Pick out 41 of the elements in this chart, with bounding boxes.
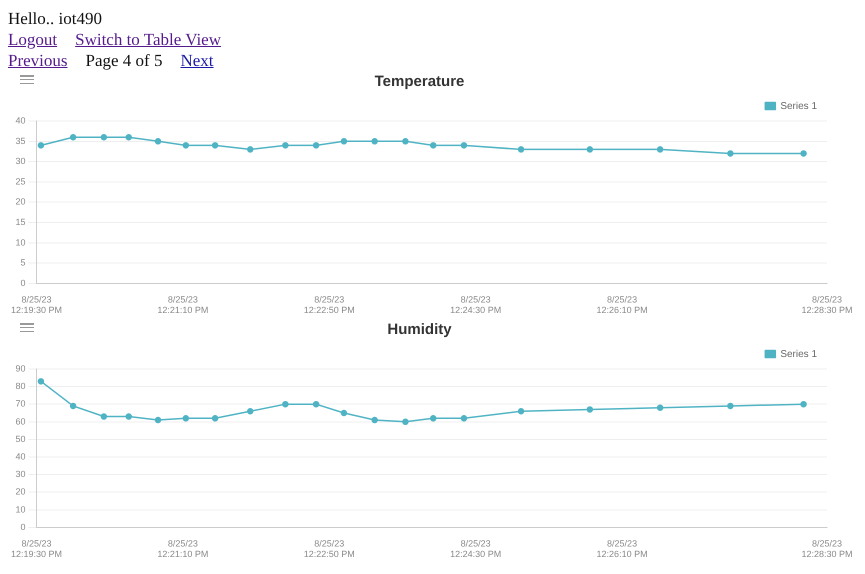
y-tick-label: 25 [16, 176, 26, 186]
text: Switch to Table View [75, 30, 222, 49]
y-tick-label: 30 [16, 469, 26, 480]
y-tick-label: 40 [16, 115, 26, 126]
y-tick-label: 15 [16, 216, 26, 227]
x-tick-label: 8/25/23 12:21:10 PM [157, 538, 208, 560]
x-tick-label: 8/25/23 12:26:10 PM [596, 538, 648, 560]
legend-label: Series 1 [780, 100, 818, 112]
text: Logout [8, 30, 58, 49]
y-tick-label: 60 [16, 416, 26, 426]
text: Previous [8, 51, 68, 70]
y-tick-label: 50 [16, 434, 26, 444]
y-tick-label: 0 [20, 278, 26, 288]
x-tick-label: 8/25/23 12:24:30 PM [450, 538, 502, 560]
y-tick-label: 20 [16, 486, 26, 497]
x-tick-label: 8/25/23 12:19:30 PM [10, 538, 62, 560]
chart-title: Humidity [387, 321, 452, 338]
x-tick-label: 8/25/23 12:26:10 PM [596, 294, 648, 316]
y-tick-label: 40 [16, 451, 26, 462]
y-tick-label: 5 [20, 258, 26, 268]
y-tick-label: 0 [20, 522, 26, 532]
y-tick-label: 20 [16, 196, 26, 207]
y-tick-label: 30 [16, 156, 26, 166]
x-tick-label: 8/25/23 12:28:30 PM [801, 294, 853, 316]
text: Next [180, 51, 214, 70]
y-tick-label: 90 [16, 363, 26, 374]
y-tick-label: 70 [16, 398, 26, 409]
y-tick-label: 10 [16, 237, 26, 248]
y-tick-label: 10 [16, 504, 26, 514]
x-tick-label: 8/25/23 12:21:10 PM [157, 294, 208, 316]
y-tick-label: 80 [16, 381, 26, 392]
text: Hello.. iot490 [8, 9, 102, 28]
x-tick-label: 8/25/23 12:28:30 PM [801, 538, 853, 560]
chart-title: Temperature [374, 73, 464, 90]
y-tick-label: 35 [16, 136, 26, 146]
x-tick-label: 8/25/23 12:22:50 PM [304, 538, 355, 560]
x-tick-label: 8/25/23 12:19:30 PM [10, 294, 62, 316]
legend-label: Series 1 [780, 348, 818, 360]
x-tick-label: 8/25/23 12:22:50 PM [304, 294, 355, 316]
text: Page 4 of 5 [86, 51, 162, 70]
x-tick-label: 8/25/23 12:24:30 PM [450, 294, 502, 316]
